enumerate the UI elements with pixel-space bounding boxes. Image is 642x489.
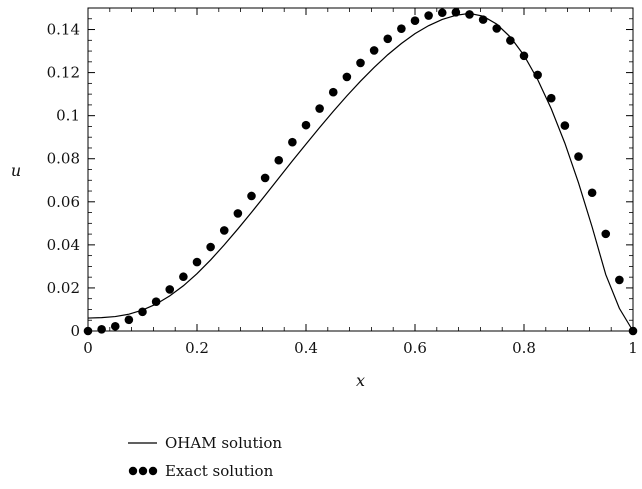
- x-axis-title: x: [356, 371, 365, 390]
- x-axis-ticks: 0 0.2 0.4 0.6 0.8 1: [83, 8, 638, 357]
- legend-dots-sample: [128, 466, 158, 476]
- data-point-exact: [383, 34, 393, 44]
- y-tick-label: 0.06: [47, 193, 80, 211]
- y-tick-label: 0.08: [47, 150, 80, 168]
- data-point-exact: [315, 104, 324, 113]
- data-point-exact: [628, 326, 638, 336]
- y-tick-label: 0: [70, 322, 80, 340]
- data-point-exact: [601, 229, 611, 239]
- y-tick-label: 0.04: [47, 236, 80, 254]
- data-point-exact: [165, 285, 175, 294]
- x-tick-label: 0.8: [512, 339, 536, 357]
- y-tick-label: 0.14: [47, 21, 80, 39]
- data-point-exact: [451, 8, 461, 17]
- x-tick-label: 0.2: [185, 339, 209, 357]
- data-point-exact: [424, 11, 433, 20]
- data-point-exact: [192, 257, 202, 267]
- data-point-exact: [560, 121, 570, 130]
- data-point-exact: [369, 46, 379, 55]
- data-point-exact: [260, 173, 270, 183]
- series-layer: [83, 8, 638, 336]
- data-point-exact: [492, 24, 502, 33]
- data-point-exact: [288, 137, 297, 147]
- legend-dot: [148, 466, 158, 476]
- plot-border: [87, 7, 634, 332]
- data-point-exact: [301, 120, 311, 130]
- data-point-exact: [233, 209, 243, 218]
- data-point-exact: [519, 51, 529, 61]
- data-point-exact: [615, 275, 624, 285]
- data-point-exact: [533, 70, 542, 80]
- data-point-exact: [574, 152, 583, 161]
- legend-dot: [138, 466, 148, 476]
- data-point-exact: [328, 87, 338, 97]
- data-point-exact: [356, 58, 365, 68]
- y-tick-label: 0.1: [56, 107, 80, 125]
- legend-label-exact: Exact solution: [165, 462, 274, 480]
- data-point-exact: [206, 242, 215, 252]
- y-axis-title: u: [11, 161, 21, 180]
- data-point-exact: [83, 326, 93, 336]
- data-point-exact: [437, 8, 447, 18]
- data-point-exact: [219, 226, 229, 235]
- y-tick-label: 0.12: [47, 64, 80, 82]
- data-point-exact: [506, 36, 515, 45]
- series-line-oham: [87, 12, 634, 332]
- data-point-exact: [410, 16, 420, 26]
- data-point-exact: [397, 24, 406, 33]
- legend-label-oham: OHAM solution: [165, 434, 282, 452]
- data-point-exact: [342, 72, 352, 82]
- data-point-exact: [179, 272, 188, 282]
- x-tick-label: 0.4: [294, 339, 318, 357]
- y-axis-ticks: 0 0.02 0.04 0.06 0.08 0.1 0.12 0.14: [47, 7, 633, 340]
- data-point-exact: [110, 321, 120, 331]
- x-tick-label: 1: [628, 339, 638, 357]
- data-point-exact: [138, 307, 147, 317]
- data-point-exact: [587, 188, 597, 198]
- legend: OHAM solution Exact solution: [128, 434, 282, 480]
- plot-frame: [87, 7, 634, 332]
- x-tick-label: 0.6: [403, 339, 427, 357]
- data-point-exact: [247, 191, 256, 201]
- legend-dot: [128, 466, 138, 476]
- data-point-exact: [274, 155, 284, 165]
- data-point-exact: [478, 15, 488, 24]
- data-point-exact: [151, 297, 161, 307]
- y-tick-label: 0.02: [47, 279, 80, 297]
- data-point-exact: [124, 315, 134, 325]
- x-tick-label: 0: [83, 339, 93, 357]
- data-point-exact: [465, 10, 474, 19]
- data-point-exact: [97, 324, 106, 334]
- data-point-exact: [546, 93, 556, 103]
